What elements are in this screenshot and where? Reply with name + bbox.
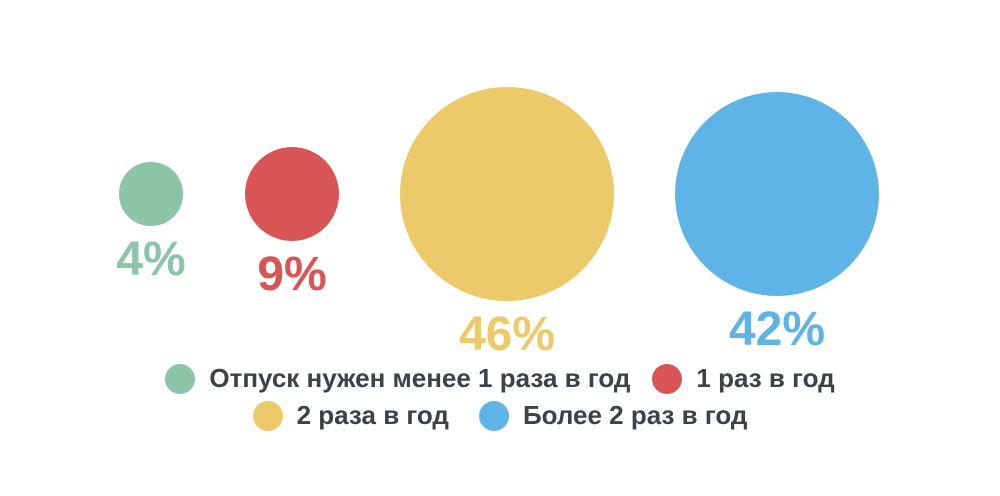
bubble-1[interactable]: [119, 162, 183, 226]
legend-label: 1 раз в год: [696, 363, 835, 393]
legend-item-2[interactable]: 1 раз в год: [652, 363, 835, 394]
legend-item-3[interactable]: 2 раза в год: [252, 400, 449, 431]
bubble-value-label: 9%: [257, 248, 327, 302]
legend-marker-icon: [165, 363, 196, 394]
bubble-value-label: 46%: [458, 308, 556, 362]
legend-label: 2 раза в год: [296, 400, 449, 430]
legend-marker-icon: [652, 363, 683, 394]
legend-marker-icon: [478, 400, 509, 431]
chart-legend: Отпуск нужен менее 1 раза в год 1 раз в г…: [0, 361, 1000, 433]
legend-row-1: Отпуск нужен менее 1 раза в год 1 раз в г…: [165, 361, 835, 396]
bubble-3[interactable]: [399, 86, 615, 302]
legend-label: Отпуск нужен менее 1 раза в год: [209, 363, 631, 393]
bubble-2[interactable]: [244, 146, 340, 242]
legend-item-4[interactable]: Более 2 раз в год: [478, 400, 748, 431]
bubble-value-label: 4%: [116, 232, 186, 286]
bubble-value-label: 42%: [728, 303, 826, 357]
legend-marker-icon: [252, 400, 283, 431]
legend-item-1[interactable]: Отпуск нужен менее 1 раза в год: [165, 363, 630, 394]
legend-label: Более 2 раз в год: [522, 400, 748, 430]
legend-row-2: 2 раза в год Более 2 раз в год: [252, 398, 748, 433]
bubble-4[interactable]: [674, 91, 880, 297]
